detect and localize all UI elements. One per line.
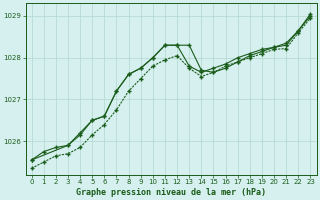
X-axis label: Graphe pression niveau de la mer (hPa): Graphe pression niveau de la mer (hPa) [76, 188, 266, 197]
